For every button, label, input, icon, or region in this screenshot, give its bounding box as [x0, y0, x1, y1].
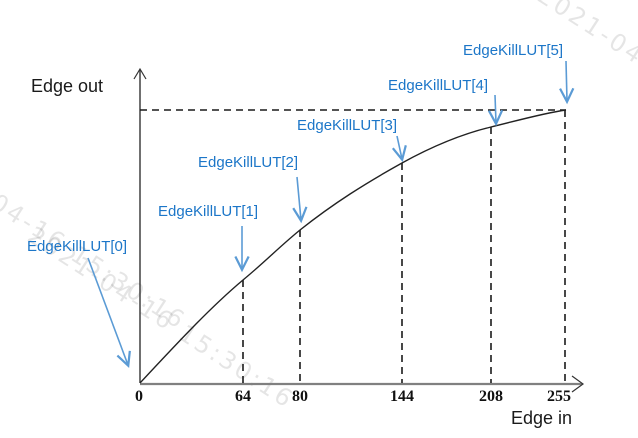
- annotation-label-2: EdgeKillLUT[2]: [198, 154, 299, 171]
- annotation-arrow-3: [391, 135, 407, 163]
- annotation-arrow-2: [292, 176, 308, 224]
- annotation-label-1: EdgeKillLUT[1]: [158, 203, 259, 220]
- x-axis-title: Edge in: [511, 408, 573, 428]
- y-axis-arrowhead: [133, 67, 147, 80]
- x-tick-144: 144: [390, 388, 414, 405]
- annotation-arrow-0: [87, 257, 131, 369]
- x-axis-arrowhead: [571, 375, 585, 393]
- x-tick-0: 0: [135, 388, 143, 405]
- x-tick-80: 80: [292, 388, 308, 405]
- x-tick-208: 208: [479, 388, 503, 405]
- annotation-arrow-5: [559, 60, 575, 105]
- x-tick-255: 255: [547, 388, 571, 405]
- annotation-arrow-4: [487, 94, 504, 127]
- annotation-label-3: EdgeKillLUT[3]: [297, 117, 398, 134]
- annotation-label-0: EdgeKillLUT[0]: [27, 238, 128, 255]
- x-tick-64: 64: [235, 388, 251, 405]
- lut-curve-path: [139, 109, 567, 384]
- annotation-label-4: EdgeKillLUT[4]: [388, 77, 489, 94]
- y-axis-title: Edge out: [31, 76, 104, 96]
- annotation-label-5: EdgeKillLUT[5]: [463, 42, 564, 59]
